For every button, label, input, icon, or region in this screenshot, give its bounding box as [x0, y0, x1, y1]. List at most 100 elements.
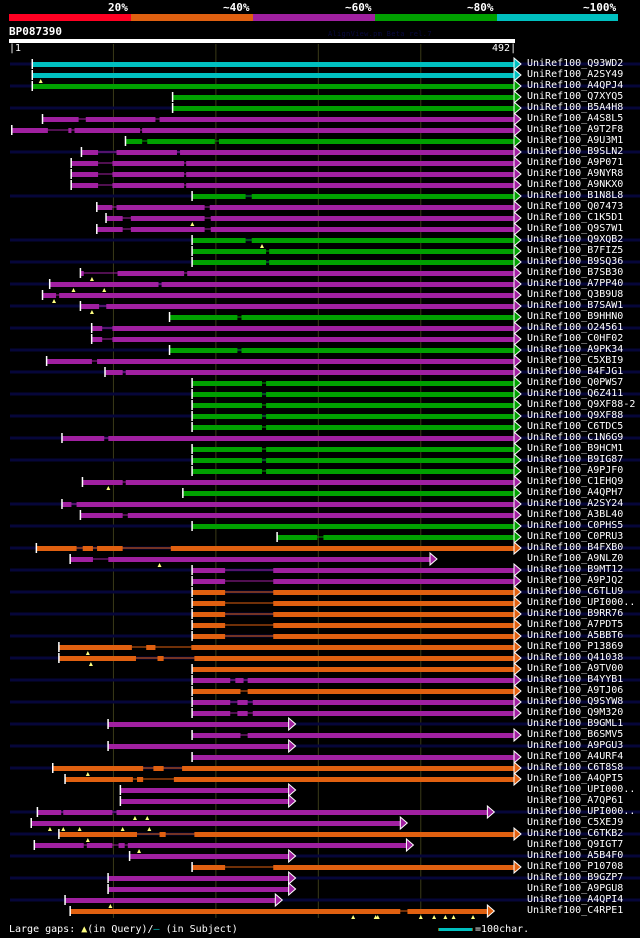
hit-label[interactable]: UniRef100_B9RR76	[527, 608, 624, 619]
hit-label[interactable]: UniRef100_B9HHN0	[527, 311, 624, 322]
alignment-end-arrow	[513, 705, 522, 721]
hit-label[interactable]: UniRef100_C0PRU3	[527, 531, 624, 542]
hit-label[interactable]: UniRef100_UPI000..	[527, 597, 636, 608]
hit-label[interactable]: UniRef100_B1N8L8	[527, 190, 624, 201]
hit-label[interactable]: UniRef100_P10708	[527, 861, 624, 872]
hit-label[interactable]: UniRef100_A2SY49	[527, 69, 624, 80]
alignment-segment	[97, 205, 113, 210]
hit-label[interactable]: UniRef100_Q7XYQ5	[527, 91, 624, 102]
hit-label[interactable]: UniRef100_A7PP40	[527, 278, 624, 289]
hit-label[interactable]: UniRef100_Q07473	[527, 201, 624, 212]
hit-label[interactable]: UniRef100_A4S8L5	[527, 113, 624, 124]
alignment-end-arrow	[513, 265, 522, 281]
hit-label[interactable]: UniRef100_C1K5D1	[527, 212, 624, 223]
hit-label[interactable]: UniRef100_UPI000..	[527, 806, 636, 817]
hit-label[interactable]: UniRef100_Q9XF88-2	[527, 399, 636, 410]
hit-label[interactable]: UniRef100_A4URF4	[527, 751, 624, 762]
hit-label[interactable]: UniRef100_B4YYB1	[527, 674, 624, 685]
hit-label[interactable]: UniRef100_B9SQ36	[527, 256, 624, 267]
hit-label[interactable]: UniRef100_C6TLU9	[527, 586, 624, 597]
alignment-segment	[210, 216, 514, 221]
alignment-start-tick	[191, 235, 193, 245]
hit-label[interactable]: UniRef100_Q41038	[527, 652, 624, 663]
hit-label[interactable]: UniRef100_A9TJ06	[527, 685, 624, 696]
query-gap-marker	[108, 904, 113, 908]
alignment-segment	[169, 315, 238, 320]
hit-label[interactable]: UniRef100_A9PK34	[527, 344, 624, 355]
hit-label[interactable]: UniRef100_P13869	[527, 641, 624, 652]
hit-label[interactable]: UniRef100_Q93WD2	[527, 58, 624, 69]
hit-label[interactable]: UniRef100_Q3B9U8	[527, 289, 624, 300]
alignment-segment	[192, 414, 262, 419]
alignment-start-tick	[191, 246, 193, 256]
hit-label[interactable]: UniRef100_Q9XF88	[527, 410, 624, 421]
hit-label[interactable]: UniRef100_A4QPJ4	[527, 80, 624, 91]
hit-label[interactable]: UniRef100_A9NYR8	[527, 168, 624, 179]
hit-label[interactable]: UniRef100_C5XBI9	[527, 355, 624, 366]
hit-label[interactable]: UniRef100_A9TV00	[527, 663, 624, 674]
hit-label[interactable]: UniRef100_Q0PWS7	[527, 377, 624, 388]
hit-label[interactable]: UniRef100_Q6Z411	[527, 388, 624, 399]
hit-label[interactable]: UniRef100_Q9IGT7	[527, 839, 624, 850]
hit-label[interactable]: UniRef100_B9MT12	[527, 564, 624, 575]
hit-label[interactable]: UniRef100_A5BBT6	[527, 630, 624, 641]
alignment-start-tick	[191, 862, 193, 872]
hit-label[interactable]: UniRef100_A4QPH7	[527, 487, 624, 498]
hit-label[interactable]: UniRef100_UPI000..	[527, 784, 636, 795]
hit-label[interactable]: UniRef100_A9PGU8	[527, 883, 624, 894]
hit-label[interactable]: UniRef100_B7SAW1	[527, 300, 624, 311]
hit-label[interactable]: UniRef100_C1N6G9	[527, 432, 624, 443]
alignment-start-tick	[191, 565, 193, 575]
hit-label[interactable]: UniRef100_A9NKX0	[527, 179, 624, 190]
alignment-segment	[80, 271, 84, 276]
hit-label[interactable]: UniRef100_B4FJG1	[527, 366, 624, 377]
alignment-end-arrow	[513, 210, 522, 226]
hit-label[interactable]: UniRef100_Q9S7W1	[527, 223, 624, 234]
hit-label[interactable]: UniRef100_A2SY24	[527, 498, 624, 509]
hit-label[interactable]: UniRef100_B5A4H8	[527, 102, 624, 113]
hit-label[interactable]: UniRef100_A7QP61	[527, 795, 624, 806]
hit-label[interactable]: UniRef100_B9IG87	[527, 454, 624, 465]
hit-label[interactable]: UniRef100_C4RPE1	[527, 905, 624, 916]
alignment-end-arrow	[513, 595, 522, 611]
hit-label[interactable]: UniRef100_O24561	[527, 322, 624, 333]
hit-label[interactable]: UniRef100_A9T2F8	[527, 124, 624, 135]
hit-label[interactable]: UniRef100_A9U3M1	[527, 135, 624, 146]
hit-label[interactable]: UniRef100_C6TKB2	[527, 828, 624, 839]
hit-label[interactable]: UniRef100_A5B4F0	[527, 850, 624, 861]
hit-label[interactable]: UniRef100_C6T8S8	[527, 762, 624, 773]
alignment-segment	[36, 546, 77, 551]
alignment-segment	[252, 711, 514, 716]
hit-label[interactable]: UniRef100_C6TDC5	[527, 421, 624, 432]
hit-label[interactable]: UniRef100_B7FIZ5	[527, 245, 624, 256]
hit-label[interactable]: UniRef100_B7SB30	[527, 267, 624, 278]
hit-label[interactable]: UniRef100_B9GZP7	[527, 872, 624, 883]
hit-label[interactable]: UniRef100_B9GML1	[527, 718, 624, 729]
hit-label[interactable]: UniRef100_B6SMV5	[527, 729, 624, 740]
hit-label[interactable]: UniRef100_B4FXB0	[527, 542, 624, 553]
hit-label[interactable]: UniRef100_A7PDT5	[527, 619, 624, 630]
hit-label[interactable]: UniRef100_A9PGU3	[527, 740, 624, 751]
hit-label[interactable]: UniRef100_C0PHS5	[527, 520, 624, 531]
hit-label[interactable]: UniRef100_Q9SYW8	[527, 696, 624, 707]
hit-label[interactable]: UniRef100_Q9XQB2	[527, 234, 624, 245]
hit-label[interactable]: UniRef100_A9NLZ0	[527, 553, 624, 564]
hit-label[interactable]: UniRef100_A9P071	[527, 157, 624, 168]
alignment-segment	[112, 161, 185, 166]
hit-label[interactable]: UniRef100_A9PJQ2	[527, 575, 624, 586]
hit-label[interactable]: UniRef100_A4QPI4	[527, 894, 624, 905]
hit-label[interactable]: UniRef100_B9SLN2	[527, 146, 624, 157]
hit-label[interactable]: UniRef100_Q9M320	[527, 707, 624, 718]
hit-label[interactable]: UniRef100_A3BL40	[527, 509, 624, 520]
alignment-end-arrow	[513, 606, 522, 622]
hit-label[interactable]: UniRef100_C0HF02	[527, 333, 624, 344]
hit-label[interactable]: UniRef100_A9PJF0	[527, 465, 624, 476]
hit-label[interactable]: UniRef100_C1EHQ9	[527, 476, 624, 487]
alignment-segment	[235, 678, 244, 683]
hit-label[interactable]: UniRef100_C5XEJ9	[527, 817, 624, 828]
hit-label[interactable]: UniRef100_B9HCM1	[527, 443, 624, 454]
alignment-segment	[62, 436, 105, 441]
alignment-segment	[112, 337, 514, 342]
query-gap-marker	[102, 288, 107, 292]
hit-label[interactable]: UniRef100_A4QPI5	[527, 773, 624, 784]
